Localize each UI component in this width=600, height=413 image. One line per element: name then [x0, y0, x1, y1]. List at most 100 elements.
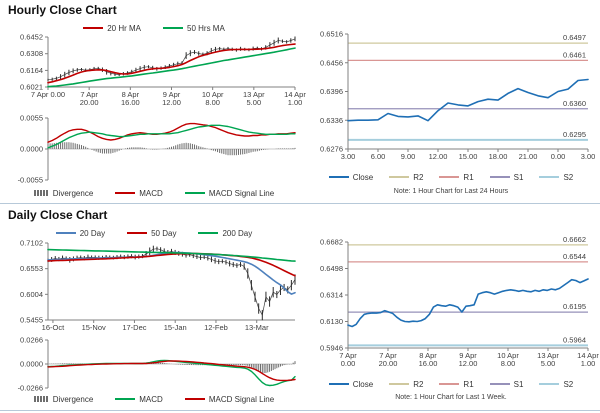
- svg-text:5.00: 5.00: [541, 359, 556, 368]
- svg-text:12.00: 12.00: [162, 98, 181, 107]
- svg-text:15-Nov: 15-Nov: [82, 323, 106, 332]
- svg-text:0.0000: 0.0000: [20, 145, 43, 154]
- legend-item: S2: [539, 173, 573, 182]
- hourly-macd-chart: 0.0055 0.0000 -0.0055: [18, 114, 296, 185]
- legend-label: 50 Hrs MA: [187, 23, 225, 33]
- svg-text:0.7102: 0.7102: [20, 239, 43, 248]
- svg-text:9 Apr: 9 Apr: [459, 351, 477, 360]
- svg-text:16.00: 16.00: [121, 98, 140, 107]
- svg-text:-0.0055: -0.0055: [18, 176, 43, 185]
- svg-text:13 Apr: 13 Apr: [243, 90, 265, 99]
- line-swatch-icon: [539, 383, 560, 385]
- legend-label: R1: [463, 172, 474, 182]
- legend-item: MACD Signal Line: [184, 395, 274, 404]
- line-swatch-icon: [115, 192, 136, 194]
- svg-text:0.0266: 0.0266: [20, 336, 43, 345]
- legend-label: Divergence: [52, 394, 94, 404]
- line-swatch-icon: [328, 383, 349, 385]
- svg-text:8 Apr: 8 Apr: [122, 90, 140, 99]
- svg-text:0.6276: 0.6276: [320, 145, 343, 154]
- legend-item: 20 Day: [55, 229, 105, 238]
- line-swatch-icon: [489, 383, 510, 385]
- daily-pivot-legend: Close R2 R1 S1 S2: [308, 378, 594, 390]
- svg-text:12.00: 12.00: [459, 359, 478, 368]
- daily-price-legend: 20 Day 50 Day 200 Day: [8, 227, 300, 239]
- svg-text:15-Jan: 15-Jan: [164, 323, 187, 332]
- line-swatch-icon: [439, 383, 460, 385]
- line-swatch-icon: [83, 27, 104, 29]
- daily-pivot-note: Note: 1 Hour Chart for Last 1 Week.: [395, 394, 507, 401]
- legend-item: R1: [439, 172, 474, 182]
- legend-label: Close: [352, 379, 374, 389]
- legend-label: R1: [463, 379, 474, 389]
- svg-text:0.5946: 0.5946: [320, 344, 343, 353]
- legend-item: Close: [328, 379, 374, 389]
- svg-text:16-Oct: 16-Oct: [42, 323, 65, 332]
- svg-text:9 Apr: 9 Apr: [163, 90, 181, 99]
- legend-label: S2: [563, 379, 574, 389]
- daily-macd-legend: Divergence MACD MACD Signal Line: [8, 393, 300, 405]
- legend-item: 200 Day: [198, 229, 252, 238]
- svg-text:0.6497: 0.6497: [563, 33, 586, 42]
- hourly-pivot-note: Note: 1 Hour Chart for Last 24 Hours: [393, 188, 509, 195]
- svg-text:0.6662: 0.6662: [563, 235, 586, 244]
- svg-text:8 Apr: 8 Apr: [419, 351, 437, 360]
- svg-text:10 Apr: 10 Apr: [497, 351, 519, 360]
- svg-text:0.6360: 0.6360: [563, 99, 586, 108]
- line-swatch-icon: [115, 398, 136, 400]
- svg-text:0.6682: 0.6682: [320, 238, 343, 247]
- bottom-divider: [0, 410, 600, 411]
- svg-text:17-Dec: 17-Dec: [122, 323, 146, 332]
- bars-swatch-icon: [33, 190, 49, 196]
- legend-label: Close: [352, 172, 374, 182]
- legend-label: Divergence: [52, 188, 94, 198]
- legend-label: MACD: [139, 394, 163, 404]
- svg-text:0.5455: 0.5455: [20, 316, 43, 325]
- svg-text:0.6336: 0.6336: [320, 116, 343, 125]
- svg-text:7 Apr: 7 Apr: [379, 351, 397, 360]
- legend-item: S1: [489, 173, 523, 182]
- line-swatch-icon: [184, 192, 205, 194]
- svg-text:0.0000: 0.0000: [20, 360, 43, 369]
- line-swatch-icon: [198, 232, 219, 234]
- svg-text:10 Apr: 10 Apr: [202, 90, 224, 99]
- legend-item: Divergence: [33, 394, 94, 404]
- bars-swatch-icon: [33, 396, 49, 402]
- svg-text:7 Apr: 7 Apr: [80, 90, 98, 99]
- svg-text:12-Feb: 12-Feb: [204, 323, 228, 332]
- svg-text:20.00: 20.00: [80, 98, 99, 107]
- legend-label: MACD: [139, 188, 163, 198]
- svg-text:0.6021: 0.6021: [20, 83, 43, 92]
- daily-macd-chart: 0.0266 0.0000 -0.0266: [18, 336, 296, 393]
- svg-text:0.6396: 0.6396: [320, 87, 343, 96]
- svg-text:0.6553: 0.6553: [20, 264, 43, 273]
- legend-label: S1: [513, 379, 524, 389]
- line-swatch-icon: [489, 176, 510, 178]
- svg-text:0.6452: 0.6452: [20, 33, 43, 42]
- legend-label: 20 Hr MA: [107, 23, 141, 33]
- svg-text:7 Apr 0.00: 7 Apr 0.00: [31, 90, 65, 99]
- legend-item: MACD: [115, 189, 163, 198]
- svg-text:18.00: 18.00: [489, 152, 508, 161]
- section-divider: [0, 203, 600, 204]
- legend-label: R2: [413, 172, 424, 182]
- svg-text:0.00: 0.00: [551, 152, 566, 161]
- svg-text:6.00: 6.00: [371, 152, 386, 161]
- legend-item: 50 Day: [127, 229, 176, 238]
- svg-text:8.00: 8.00: [205, 98, 220, 107]
- svg-text:1.00: 1.00: [581, 359, 596, 368]
- svg-text:3.00: 3.00: [341, 152, 356, 161]
- line-swatch-icon: [389, 383, 410, 385]
- svg-text:21.00: 21.00: [519, 152, 538, 161]
- legend-label: 50 Day: [151, 228, 177, 238]
- svg-text:0.6516: 0.6516: [320, 30, 343, 39]
- legend-label: R2: [413, 379, 424, 389]
- line-swatch-icon: [163, 27, 183, 29]
- legend-item: MACD: [115, 395, 163, 404]
- legend-item: 20 Hr MA: [83, 24, 141, 33]
- legend-label: 200 Day: [222, 228, 253, 238]
- legend-item: S2: [539, 380, 573, 389]
- legend-label: MACD Signal Line: [208, 188, 275, 198]
- svg-text:0.6544: 0.6544: [563, 252, 586, 261]
